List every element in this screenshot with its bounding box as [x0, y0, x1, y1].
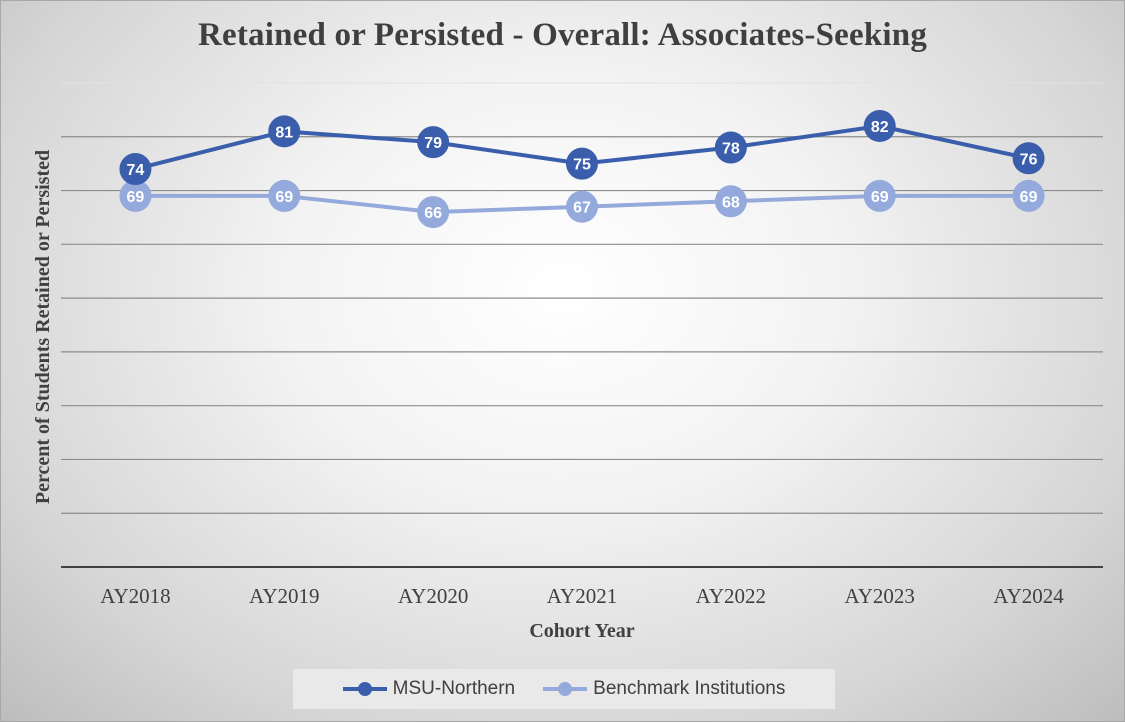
- legend-swatch-benchmark-institutions: [543, 682, 588, 696]
- x-tick-label: AY2024: [993, 584, 1064, 608]
- data-label-benchmark-institutions: 69: [275, 189, 293, 206]
- data-label-msu-northern: 76: [1020, 151, 1038, 168]
- x-tick-label: AY2023: [845, 584, 915, 608]
- x-tick-label: AY2018: [100, 584, 170, 608]
- data-point-benchmark-institutions: [714, 185, 747, 218]
- legend: MSU-Northern Benchmark Institutions: [293, 669, 835, 709]
- data-point-msu-northern: [1012, 142, 1045, 175]
- data-point-benchmark-institutions: [268, 179, 301, 212]
- legend-item-benchmark-institutions: Benchmark Institutions: [543, 678, 785, 700]
- gridlines: [61, 82, 1103, 514]
- data-point-msu-northern: [714, 131, 747, 164]
- chart-title: Retained or Persisted - Overall: Associa…: [197, 17, 928, 53]
- data-label-msu-northern: 82: [871, 119, 889, 136]
- x-tick-labels: AY2018 AY2019 AY2020 AY2021 AY2022 AY2023 AY20…: [100, 584, 1064, 608]
- x-tick-label: AY2020: [398, 584, 468, 608]
- data-label-benchmark-institutions: 69: [1020, 189, 1038, 206]
- data-label-benchmark-institutions: 69: [127, 189, 145, 206]
- data-label-msu-northern: 75: [573, 157, 591, 174]
- data-point-benchmark-institutions: [119, 179, 152, 212]
- series-msu-northern: 74 81 79 75 78 82 76: [119, 110, 1045, 186]
- data-label-msu-northern: 78: [722, 141, 740, 158]
- x-tick-label: AY2022: [696, 584, 766, 608]
- series-benchmark-institutions: 69 69 66 67 68 69 69: [119, 179, 1045, 229]
- data-label-msu-northern: 79: [424, 135, 442, 152]
- y-axis-title: Percent of Students Retained or Persiste…: [32, 150, 54, 504]
- data-point-msu-northern: [417, 126, 450, 159]
- legend-label-benchmark-institutions: Benchmark Institutions: [593, 678, 786, 699]
- legend-label-msu-northern: MSU-Northern: [392, 678, 516, 699]
- legend-swatch-msu-northern: [342, 682, 387, 696]
- data-label-benchmark-institutions: 68: [722, 194, 740, 211]
- x-tick-label: AY2021: [547, 584, 617, 608]
- data-point-msu-northern: [119, 153, 152, 186]
- data-point-msu-northern: [268, 115, 301, 148]
- data-label-benchmark-institutions: 66: [424, 205, 442, 222]
- data-point-msu-northern: [863, 110, 896, 143]
- x-tick-label: AY2019: [249, 584, 319, 608]
- data-point-benchmark-institutions: [566, 190, 598, 223]
- data-label-benchmark-institutions: 67: [573, 200, 591, 217]
- data-label-benchmark-institutions: 69: [871, 189, 889, 206]
- data-point-msu-northern: [566, 147, 598, 180]
- data-label-msu-northern: 74: [127, 162, 145, 179]
- legend-item-msu-northern: MSU-Northern: [342, 678, 516, 700]
- series-layer: 69 69 66 67 68 69 69 74 81 79 75 78 82 76: [119, 110, 1045, 229]
- data-point-benchmark-institutions: [863, 179, 896, 212]
- data-label-msu-northern: 81: [275, 124, 293, 141]
- data-point-benchmark-institutions: [417, 196, 450, 229]
- data-point-benchmark-institutions: [1012, 179, 1045, 212]
- x-axis-title: Cohort Year: [529, 620, 634, 642]
